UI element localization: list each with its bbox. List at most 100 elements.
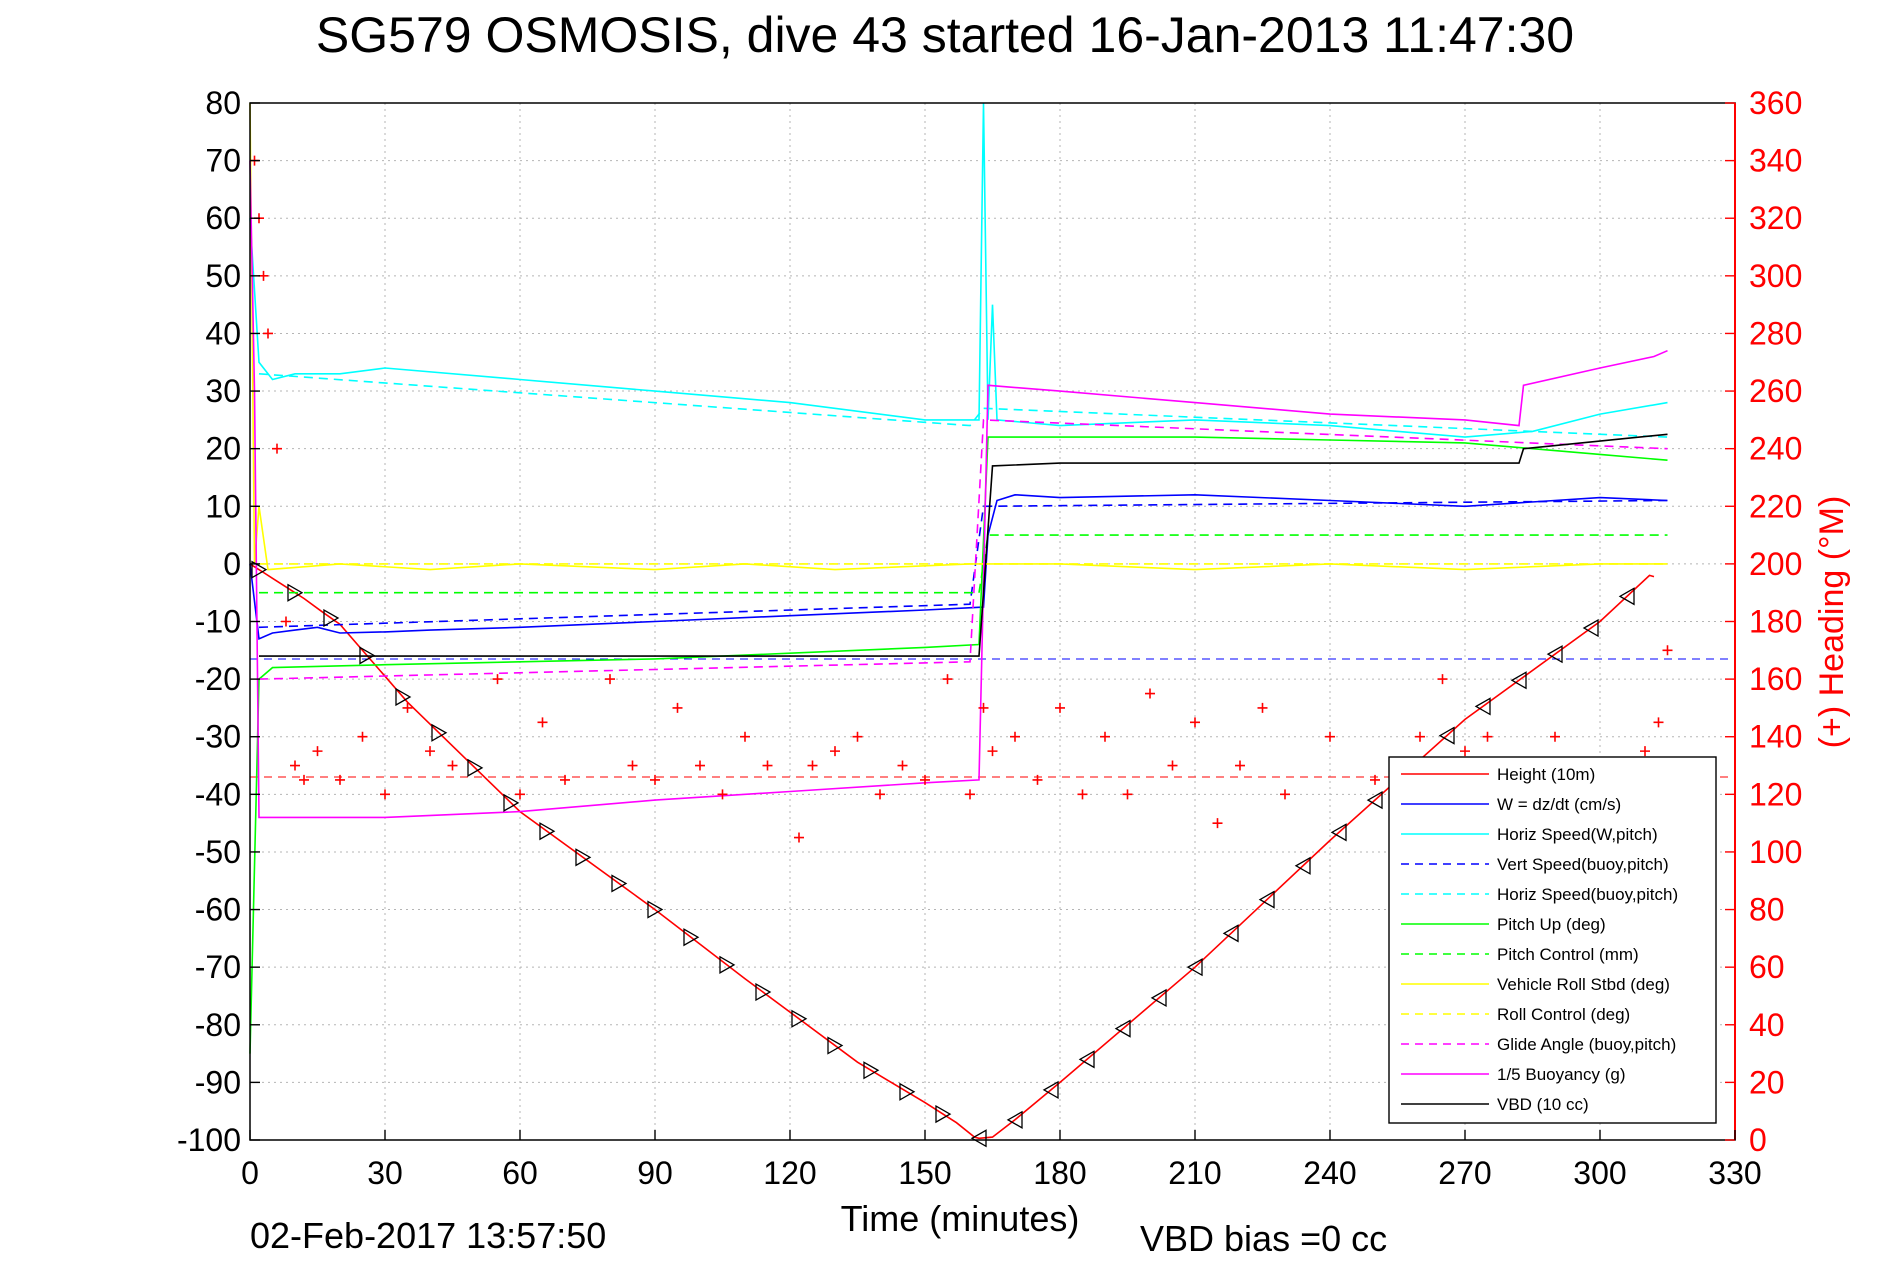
heading-point (740, 731, 750, 742)
heading-point (762, 760, 773, 771)
y-tick-label: -20 (195, 661, 241, 697)
right-tick-label: 340 (1749, 143, 1802, 179)
legend-label: Roll Control (deg) (1497, 1005, 1630, 1024)
dive-marker (323, 608, 340, 628)
y-tick-label: 50 (205, 258, 241, 294)
heading-point (1257, 702, 1268, 713)
dive-marker (791, 1009, 808, 1028)
heading-point (560, 774, 570, 785)
right-tick-label: 260 (1749, 373, 1802, 409)
heading-point (402, 702, 413, 713)
series-line-0 (249, 563, 1655, 1140)
heading-point (1167, 760, 1178, 771)
right-tick-label: 80 (1749, 892, 1785, 928)
legend-label: W = dz/dt (cm/s) (1497, 795, 1621, 814)
dive-marker (1042, 1080, 1059, 1100)
series-line-11 (259, 433, 1668, 657)
dive-marker (1330, 823, 1347, 842)
heading-point (272, 443, 282, 454)
x-tick-label: 90 (637, 1155, 673, 1191)
dive-marker (1294, 856, 1311, 875)
dive-marker (1474, 697, 1491, 716)
bottom-tick-labels: 0 30 60 90 120 150 180 210 240 270 300 330 (241, 1130, 1762, 1191)
x-tick-label: 240 (1303, 1155, 1356, 1191)
heading-point (380, 789, 390, 800)
dive-marker (1006, 1110, 1023, 1129)
right-tick-labels: 3603403203002802602402202001801601401201… (1725, 85, 1802, 1158)
series-line-5 (249, 436, 1668, 1054)
heading-point (1077, 789, 1088, 800)
series-line-7 (249, 102, 1668, 571)
dive-marker (683, 928, 700, 947)
heading-point (830, 746, 840, 757)
x-tick-label: 30 (367, 1155, 403, 1191)
heading-point (1100, 731, 1110, 742)
timestamp-label: 02-Feb-2017 13:57:50 (250, 1215, 606, 1256)
dive-marker (611, 874, 628, 893)
x-tick-label: 210 (1168, 1155, 1221, 1191)
heading-point (335, 774, 345, 785)
series-line-1 (249, 493, 1668, 640)
heading-point (1235, 760, 1245, 771)
series-line-10 (249, 160, 1668, 819)
heading-point (920, 774, 930, 785)
y-tick-label: -40 (195, 776, 241, 812)
heading-point (605, 674, 615, 685)
heading-point (695, 760, 705, 771)
dive-marker (1078, 1050, 1095, 1069)
legend-label: Horiz Speed(W,pitch) (1497, 825, 1658, 844)
heading-point (1122, 789, 1133, 800)
legend-label: Pitch Control (mm) (1497, 945, 1639, 964)
heading-point (1212, 818, 1223, 829)
heading-point (1032, 774, 1043, 785)
heading-point (1145, 688, 1155, 699)
right-tick-label: 180 (1749, 604, 1802, 640)
legend-label: Horiz Speed(buoy,pitch) (1497, 885, 1678, 904)
y-tick-label: 40 (205, 315, 241, 351)
right-tick-label: 360 (1749, 85, 1802, 121)
legend-label: 1/5 Buoyancy (g) (1497, 1065, 1626, 1084)
legend: Height (10m) W = dz/dt (cm/s) Horiz Speed(… (1388, 756, 1717, 1124)
y-tick-label: -60 (195, 892, 241, 928)
dive-marker (431, 723, 448, 742)
y-tick-label: -30 (195, 719, 241, 755)
vbd-bias-label: VBD bias =0 cc (1140, 1218, 1387, 1259)
heading-point (1550, 731, 1560, 742)
heading-point (852, 731, 863, 742)
y-tick-label: -70 (195, 949, 241, 985)
y-tick-label: 70 (205, 143, 241, 179)
right-axis-label: (+) Heading (°M) (1813, 496, 1851, 749)
right-tick-label: 100 (1749, 834, 1802, 870)
right-tick-label: 60 (1749, 949, 1785, 985)
heading-point (492, 674, 503, 685)
heading-point (1460, 746, 1470, 757)
right-tick-label: 240 (1749, 431, 1802, 467)
heading-point (965, 789, 975, 800)
right-tick-label: 220 (1749, 488, 1802, 524)
y-tick-label: -100 (177, 1122, 241, 1158)
right-tick-label: 20 (1749, 1064, 1785, 1100)
x-tick-label: 330 (1708, 1155, 1761, 1191)
heading-point (627, 760, 638, 771)
heading-point (1640, 746, 1650, 757)
heading-point (1662, 645, 1673, 656)
heading-point (281, 616, 291, 627)
heading-point (942, 674, 953, 685)
dive-marker (899, 1082, 916, 1101)
heading-point (1370, 774, 1380, 785)
heading-point (515, 789, 525, 800)
dive-marker (1114, 1019, 1131, 1038)
dive-marker (1258, 890, 1275, 909)
legend-label: Vert Speed(buoy,pitch) (1497, 855, 1669, 874)
dive-marker (467, 758, 484, 777)
series-line-4 (258, 373, 1668, 438)
dive-marker (359, 646, 376, 665)
heading-point (1010, 731, 1020, 742)
dive-marker (395, 687, 412, 707)
right-tick-label: 320 (1749, 200, 1802, 236)
right-tick-label: 200 (1749, 546, 1802, 582)
right-tick-label: 160 (1749, 661, 1802, 697)
y-tick-label: -90 (195, 1064, 241, 1100)
legend-label: Vehicle Roll Stbd (deg) (1497, 975, 1670, 994)
dive-marker (503, 793, 520, 812)
